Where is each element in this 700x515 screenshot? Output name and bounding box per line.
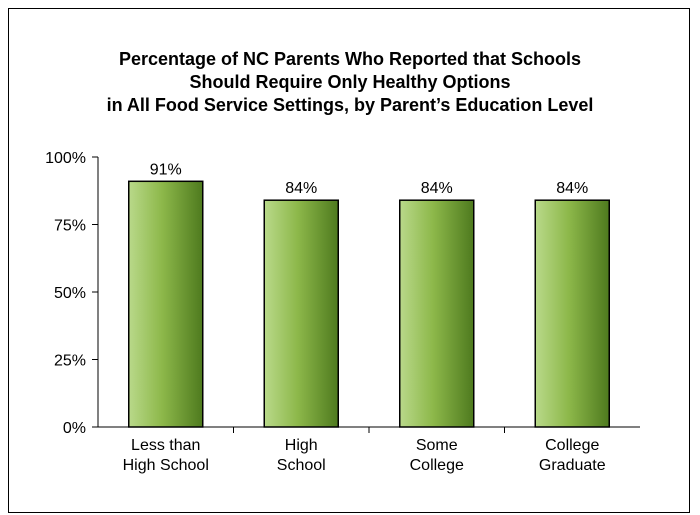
y-tick-label: 25% xyxy=(54,353,86,370)
data-label: 91% xyxy=(150,161,182,178)
x-tick-label: School xyxy=(277,457,326,474)
y-tick-label: 100% xyxy=(45,150,86,167)
chart-title-line-1: Percentage of NC Parents Who Reported th… xyxy=(118,49,582,69)
data-label: 84% xyxy=(421,180,453,197)
data-labels: 91% 84% 84% 84% xyxy=(150,161,589,197)
bars xyxy=(128,180,610,428)
bar xyxy=(399,199,475,428)
x-tick-label: College xyxy=(410,457,464,474)
x-tick-label: High School xyxy=(123,457,209,474)
y-tick-label: 50% xyxy=(54,285,86,302)
chart-title-line-3: in All Food Service Settings, by Parent’… xyxy=(106,95,594,115)
bar xyxy=(534,199,610,428)
x-axis-ticks: Less than High School High School Some Colleg… xyxy=(123,427,606,474)
chart-title: Percentage of NC Parents Who Reported th… xyxy=(0,48,700,117)
bar xyxy=(263,199,339,428)
data-label: 84% xyxy=(556,180,588,197)
x-tick-label: Less than xyxy=(131,437,200,454)
bar xyxy=(128,180,204,428)
x-tick-label: High xyxy=(285,437,318,454)
x-tick-label: Graduate xyxy=(539,457,606,474)
y-tick-label: 75% xyxy=(54,218,86,235)
x-tick-label: Some xyxy=(416,437,458,454)
chart-title-line-2: Should Require Only Healthy Options xyxy=(189,72,511,92)
data-label: 84% xyxy=(285,180,317,197)
x-tick-label: College xyxy=(545,437,599,454)
y-tick-label: 0% xyxy=(63,420,86,437)
y-axis-ticks: 0% 25% 50% 75% 100% xyxy=(45,150,98,437)
